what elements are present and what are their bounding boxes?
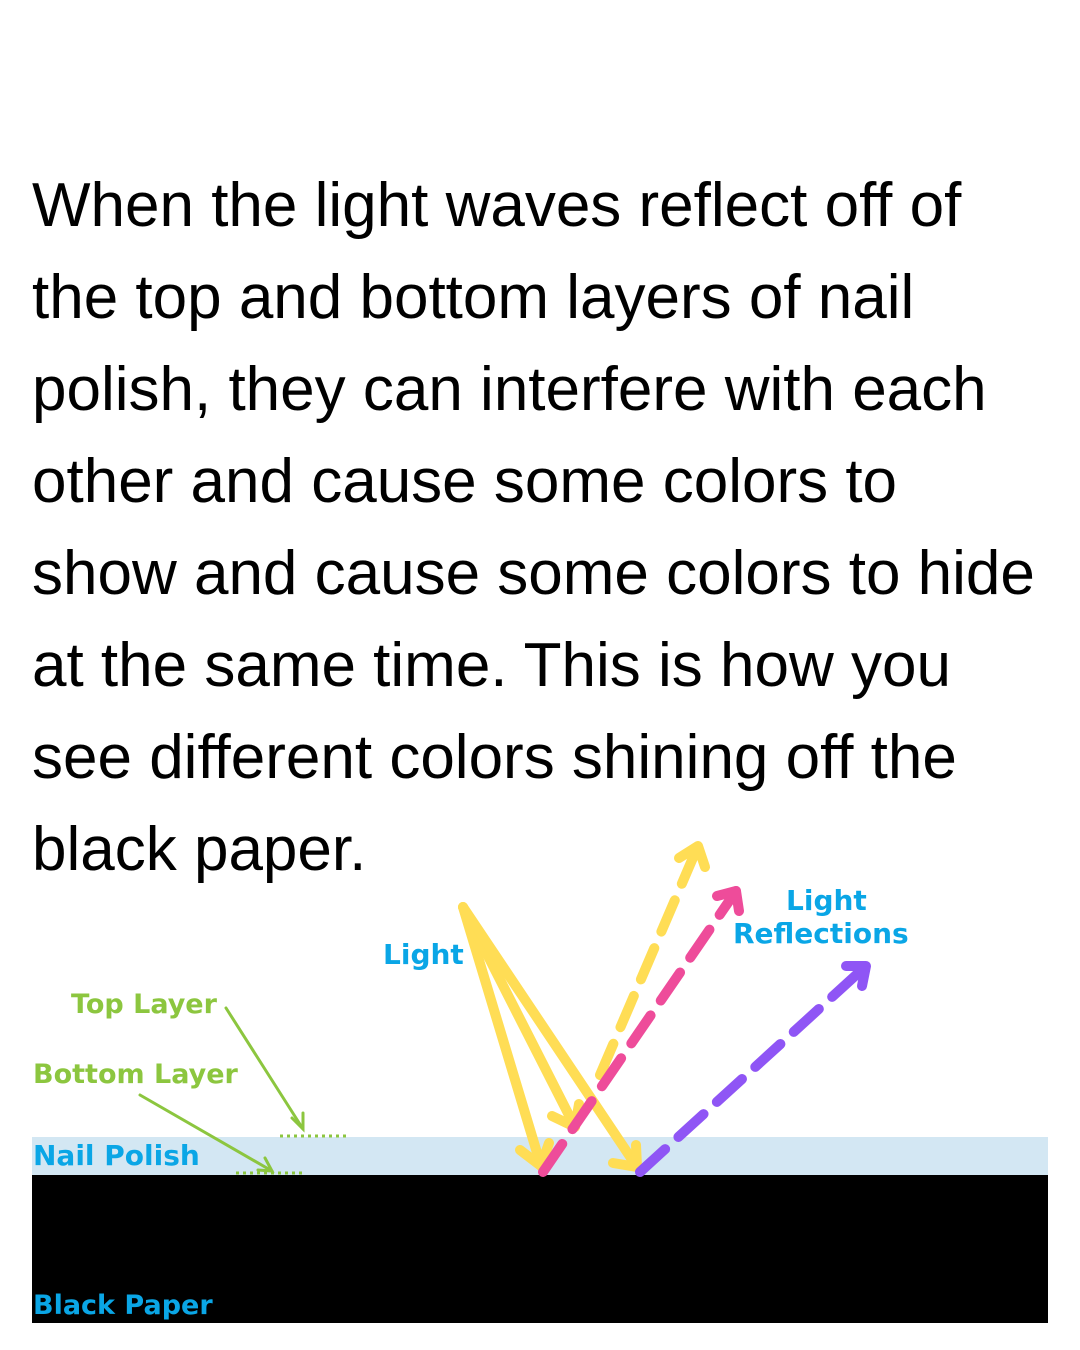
- reflection-yellow-arrow: [595, 841, 710, 1080]
- incident-light-arrows: [458, 902, 642, 1172]
- explanation-paragraph: When the light waves reflect off of the …: [32, 171, 1035, 884]
- top-layer-pointer: [224, 1006, 305, 1133]
- light-reflections-label-line2: Reflections: [733, 917, 909, 950]
- nail-polish-label: Nail Polish: [33, 1139, 200, 1172]
- black-paper-layer: [32, 1175, 1048, 1323]
- reflection-purple-arrow: [635, 961, 871, 1177]
- top-layer-label: Top Layer: [71, 989, 218, 1020]
- reflection-pink-arrow: [538, 886, 744, 1177]
- bottom-layer-pointer: [138, 1093, 275, 1173]
- light-label: Light: [383, 938, 464, 971]
- bottom-layer-label: Bottom Layer: [33, 1059, 239, 1090]
- light-reflections-label-line1: Light: [786, 884, 867, 917]
- black-paper-label: Black Paper: [33, 1290, 213, 1321]
